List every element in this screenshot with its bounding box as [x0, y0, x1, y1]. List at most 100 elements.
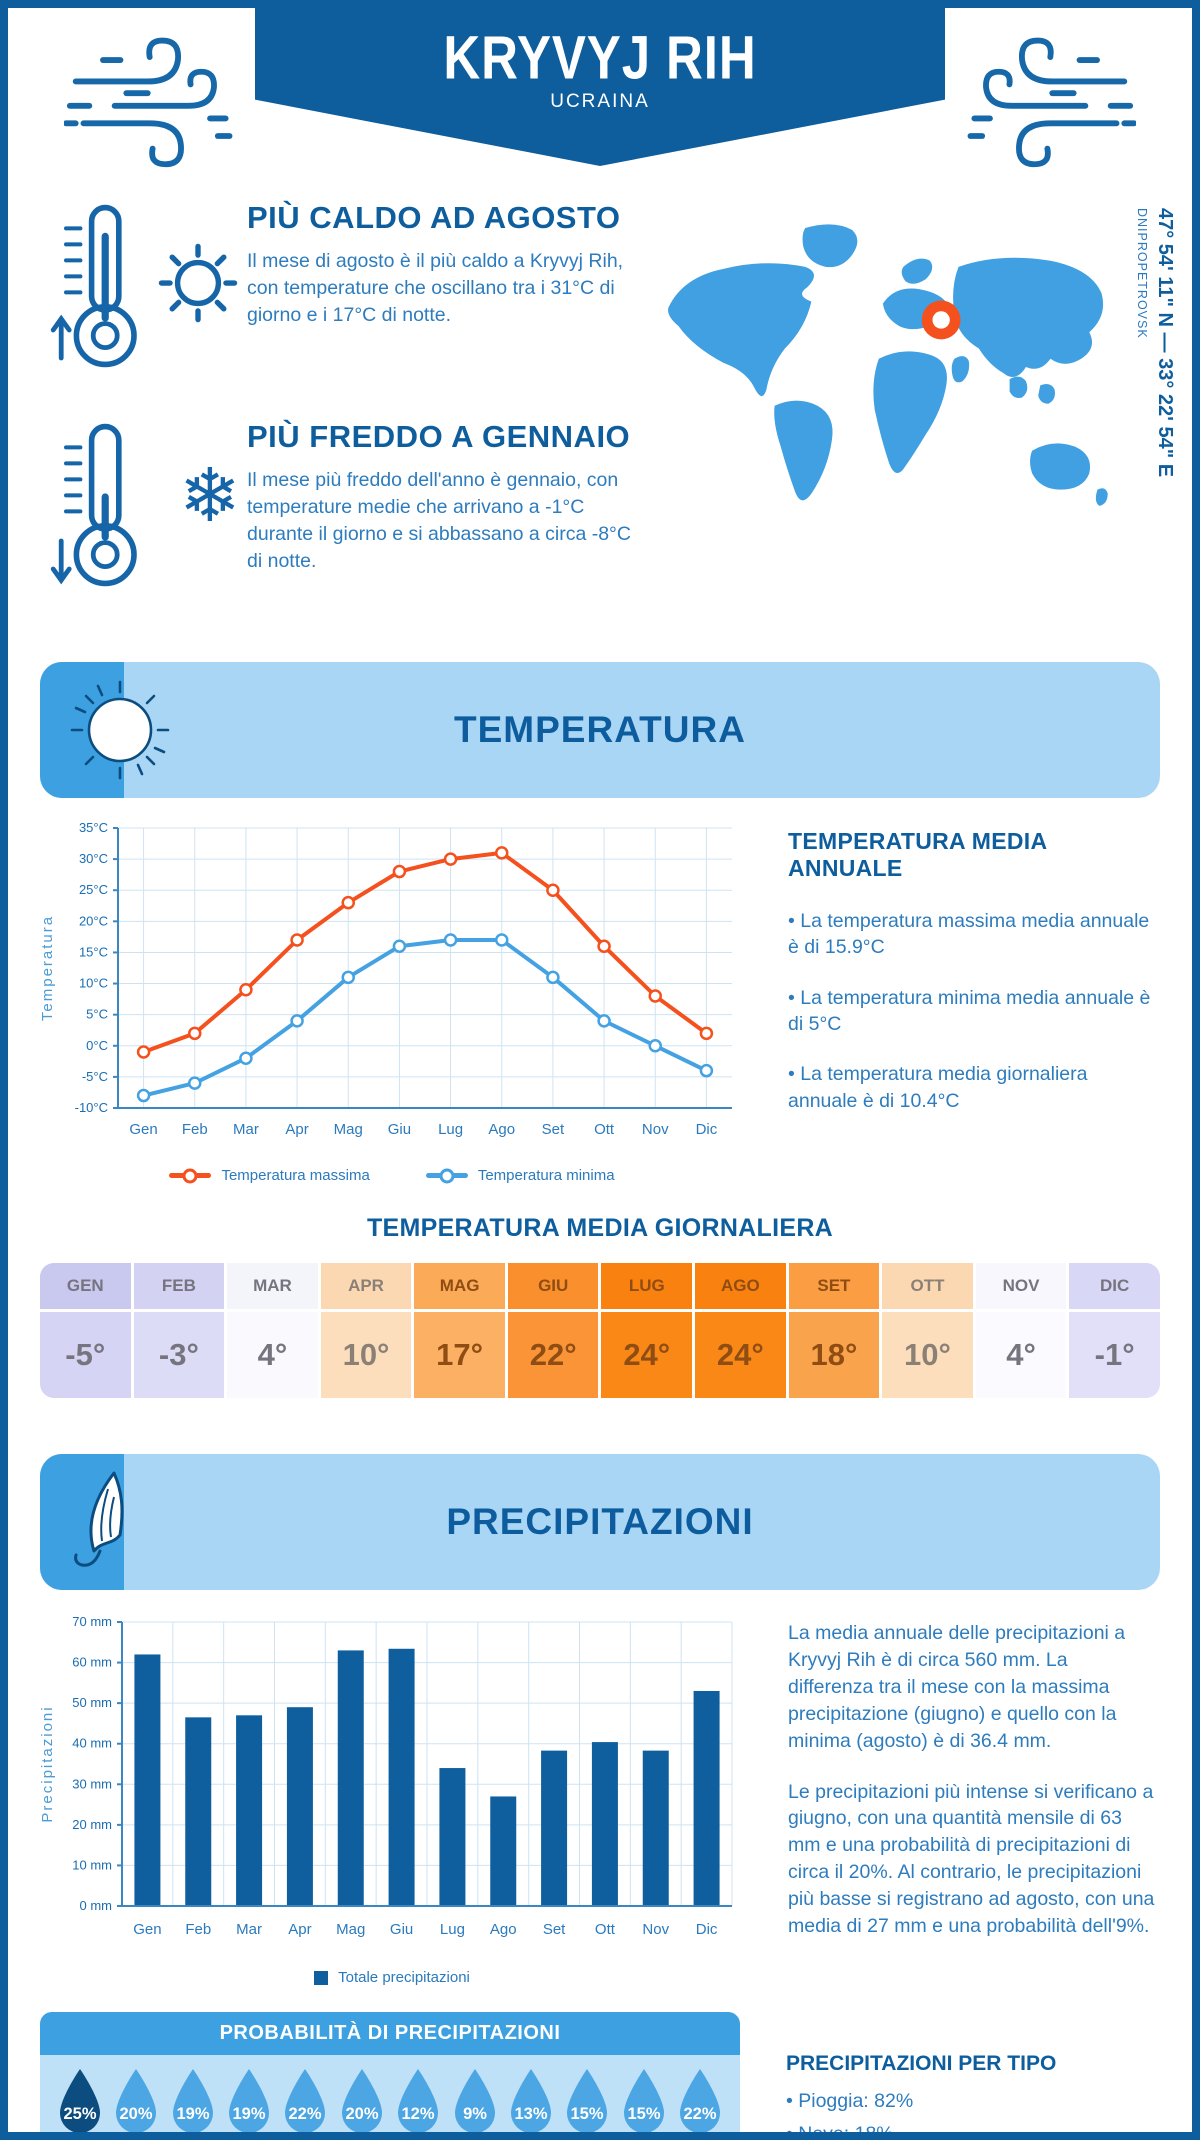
- svg-text:0 mm: 0 mm: [80, 1898, 113, 1913]
- annual-temperature-bullet: • La temperatura media giornaliera annua…: [788, 1063, 1088, 1112]
- probability-drop: 19% APR: [223, 2067, 275, 2132]
- thermometer-up-icon: [50, 204, 137, 368]
- svg-text:Feb: Feb: [182, 1121, 208, 1138]
- svg-text:35°C: 35°C: [79, 820, 108, 835]
- month-column: DIC -1°: [1069, 1263, 1160, 1398]
- annual-temperature-title: TEMPERATURA MEDIA ANNUALE: [788, 828, 1047, 881]
- probability-panel: PROBABILITÀ DI PRECIPITAZIONI 25% GEN 20…: [40, 2012, 740, 2132]
- month-label: SET: [788, 1263, 880, 1312]
- temperature-chart-row: -10°C -5°C 0°C 5°C 10°C 15°C 20°C 25°C 30°C 35°C G…: [36, 814, 1168, 1184]
- month-mean-temp: 4°: [975, 1312, 1067, 1398]
- city-banner: KRYVYJ RIH UCRAINA: [255, 8, 945, 166]
- sun-icon: [158, 243, 238, 323]
- svg-text:25%: 25%: [63, 2105, 96, 2123]
- svg-text:30 mm: 30 mm: [72, 1776, 112, 1791]
- probability-drop: 20% FEB: [110, 2067, 162, 2132]
- month-mean-temp: 22°: [507, 1312, 599, 1398]
- svg-text:22%: 22%: [289, 2105, 322, 2123]
- svg-text:5°C: 5°C: [86, 1007, 108, 1022]
- month-mean-temp: 10°: [882, 1312, 973, 1398]
- precipitation-types-title: PRECIPITAZIONI PER TIPO: [786, 2052, 1057, 2075]
- svg-text:Dic: Dic: [696, 1921, 718, 1938]
- month-mean-temp: 24°: [601, 1312, 693, 1398]
- svg-text:20%: 20%: [120, 2105, 153, 2123]
- precipitation-text-panel: La media annuale delle precipitazioni a …: [748, 1606, 1168, 1986]
- month-column: LUG 24°: [601, 1263, 696, 1398]
- month-label: AGO: [695, 1263, 786, 1312]
- svg-text:Gen: Gen: [133, 1921, 161, 1938]
- wind-icon: [64, 37, 233, 168]
- snowflake-icon: ❄: [178, 454, 241, 537]
- svg-text:Apr: Apr: [288, 1921, 311, 1938]
- month-label: GIU: [507, 1263, 599, 1312]
- month-mean-temp: 17°: [414, 1312, 505, 1398]
- svg-text:Temperatura: Temperatura: [39, 915, 56, 1021]
- annual-temperature-bullet: • La temperatura minima media annuale è …: [788, 986, 1151, 1035]
- svg-text:15%: 15%: [571, 2105, 604, 2123]
- svg-text:Gen: Gen: [129, 1121, 157, 1138]
- svg-text:Mag: Mag: [336, 1921, 365, 1938]
- month-mean-temp: -5°: [40, 1312, 131, 1398]
- svg-text:9%: 9%: [463, 2105, 487, 2123]
- svg-text:60 mm: 60 mm: [72, 1655, 112, 1670]
- precipitation-paragraph: La media annuale delle precipitazioni a …: [788, 1622, 1126, 1752]
- probability-row: PROBABILITÀ DI PRECIPITAZIONI 25% GEN 20…: [40, 2012, 1168, 2132]
- month-column: MAG 17°: [414, 1263, 508, 1398]
- svg-text:20 mm: 20 mm: [72, 1817, 112, 1832]
- svg-text:Feb: Feb: [185, 1921, 211, 1938]
- probability-drop: 20% GIU: [336, 2067, 388, 2132]
- svg-text:Apr: Apr: [285, 1121, 308, 1138]
- svg-text:15°C: 15°C: [79, 944, 108, 959]
- coldest-month-text: Il mese più freddo dell'anno è gennaio, …: [247, 469, 631, 572]
- svg-text:Ott: Ott: [594, 1121, 615, 1138]
- svg-text:Ott: Ott: [595, 1921, 616, 1938]
- svg-text:Ago: Ago: [488, 1121, 515, 1138]
- svg-text:25°C: 25°C: [79, 882, 108, 897]
- probability-drop: 22% MAG: [279, 2067, 331, 2132]
- precipitation-banner: PRECIPITAZIONI: [40, 1454, 1160, 1590]
- droplet-icon: 15%: [623, 2069, 664, 2132]
- probability-drops: 25% GEN 20% FEB 19% MAR 19% APR 22% MAG …: [40, 2055, 740, 2132]
- svg-text:22%: 22%: [683, 2105, 716, 2123]
- header: KRYVYJ RIH UCRAINA: [8, 8, 1192, 170]
- svg-text:Lug: Lug: [438, 1121, 463, 1138]
- month-mean-temp: 10°: [320, 1312, 412, 1398]
- world-map: [668, 224, 1108, 506]
- svg-text:30°C: 30°C: [79, 851, 108, 866]
- month-column: AGO 24°: [695, 1263, 789, 1398]
- precipitation-chart-row: 0 mm 10 mm 20 mm 30 mm 40 mm 50 mm 60 mm 70 mm G…: [36, 1606, 1168, 1986]
- svg-text:19%: 19%: [176, 2105, 209, 2123]
- month-mean-temp: 4°: [227, 1312, 318, 1398]
- precipitation-bar-chart: 0 mm 10 mm 20 mm 30 mm 40 mm 50 mm 60 mm 70 mm G…: [39, 1614, 733, 1938]
- precipitation-chart-legend: Totale precipitazioni: [36, 1969, 748, 1986]
- country-subtitle: UCRAINA: [550, 91, 650, 112]
- svg-text:Mar: Mar: [236, 1921, 262, 1938]
- svg-text:20%: 20%: [345, 2105, 378, 2123]
- precipitation-paragraph: Le precipitazioni più intense si verific…: [788, 1780, 1155, 1938]
- svg-text:12%: 12%: [402, 2105, 435, 2123]
- month-label: MAG: [414, 1263, 505, 1312]
- droplet-icon: 9%: [454, 2069, 495, 2132]
- legend-item: Temperatura massima: [169, 1167, 370, 1184]
- droplet-icon: 22%: [285, 2069, 326, 2132]
- probability-drop: 19% MAR: [167, 2067, 219, 2132]
- precipitation-section-title: PRECIPITAZIONI: [446, 1501, 754, 1542]
- month-mean-temp: 18°: [788, 1312, 880, 1398]
- hottest-month-text: Il mese di agosto è il più caldo a Kryvy…: [247, 250, 624, 326]
- highlights-section: PIÙ CALDO AD AGOSTO Il mese di agosto è …: [42, 198, 1176, 636]
- svg-text:Mar: Mar: [233, 1121, 259, 1138]
- droplet-icon: 20%: [341, 2069, 382, 2132]
- month-label: DIC: [1069, 1263, 1160, 1312]
- svg-text:Nov: Nov: [642, 1921, 669, 1938]
- month-column: FEB -3°: [133, 1263, 228, 1398]
- temperature-line-chart: -10°C -5°C 0°C 5°C 10°C 15°C 20°C 25°C 30°C 35°C G…: [39, 820, 732, 1138]
- precipitation-types-panel: PRECIPITAZIONI PER TIPO • Pioggia: 82% • …: [740, 2012, 1168, 2132]
- sun-icon: [70, 680, 170, 780]
- precipitation-type-bullet: • Pioggia: 82%: [786, 2090, 914, 2112]
- month-label: NOV: [975, 1263, 1067, 1312]
- month-label: GEN: [40, 1263, 131, 1312]
- coldest-month-block: ❄ PIÙ FREDDO A GENNAIO Il mese più fredd…: [42, 417, 652, 602]
- probability-title: PROBABILITÀ DI PRECIPITAZIONI: [40, 2012, 740, 2055]
- svg-text:Lug: Lug: [440, 1921, 465, 1938]
